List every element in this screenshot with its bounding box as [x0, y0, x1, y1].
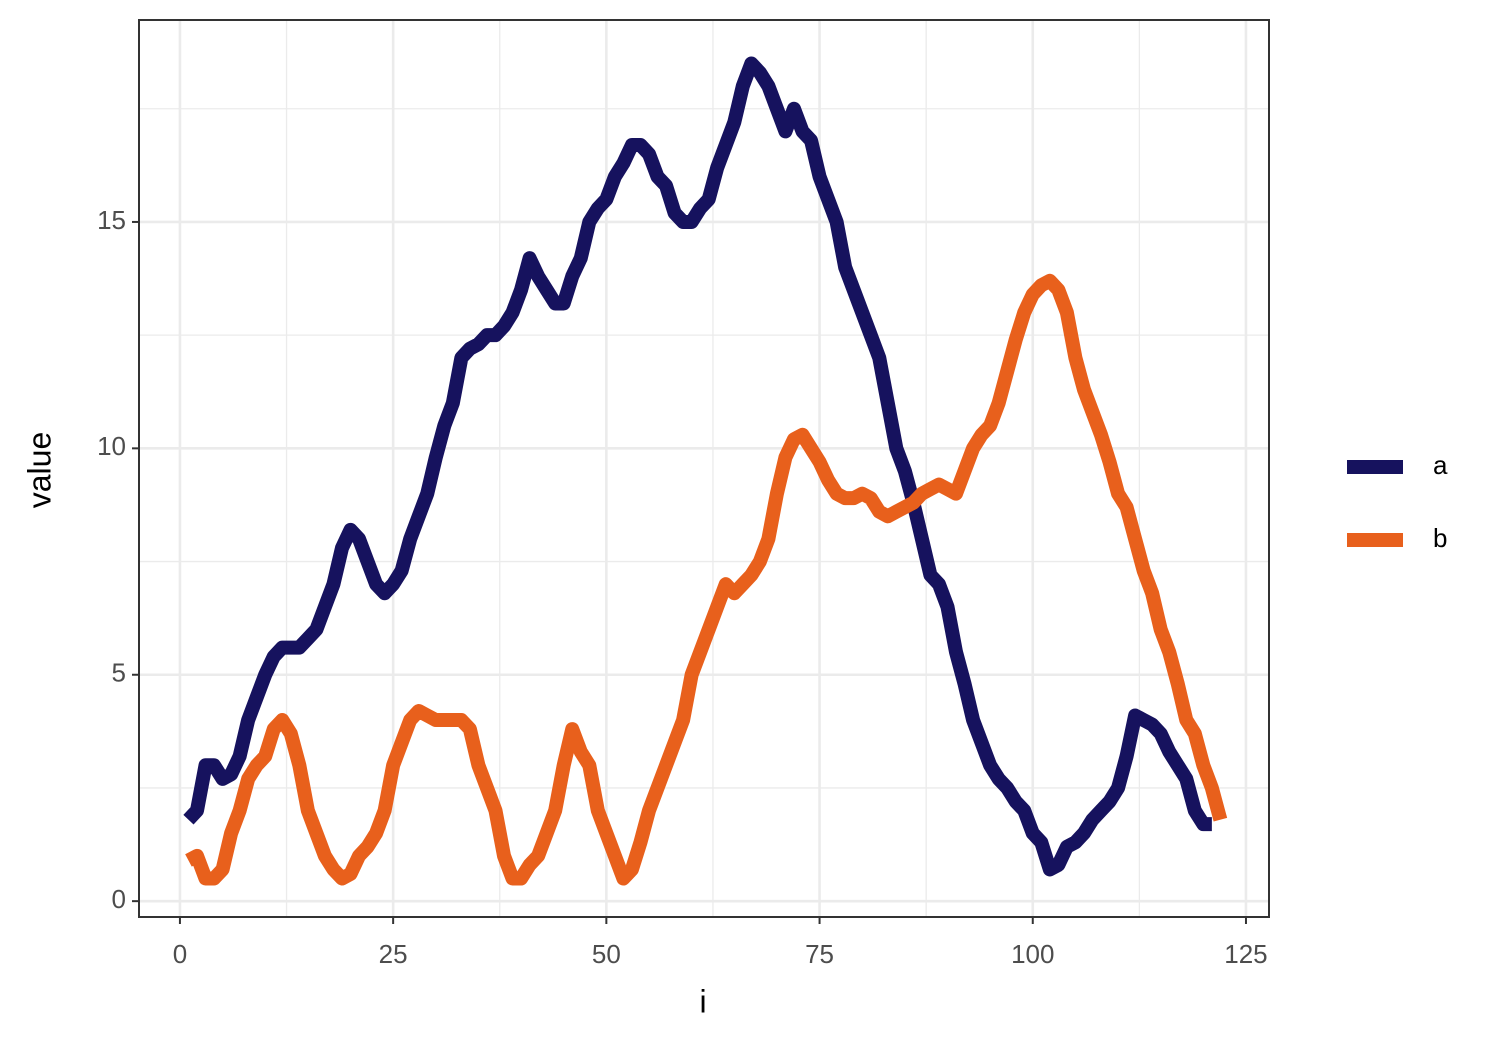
x-tick-label: 50 [592, 939, 621, 969]
line-series [183, 56, 1212, 877]
panel-border [138, 19, 1270, 918]
y-tick-label: 5 [112, 658, 126, 688]
y-tick-label: 15 [97, 205, 126, 235]
plot-background [139, 20, 1269, 917]
x-tick-label: 25 [379, 939, 408, 969]
y-axis-title: value [21, 432, 57, 509]
y-tick-label: 10 [97, 431, 126, 461]
legend-label: a [1433, 450, 1448, 480]
line-series [185, 273, 1228, 886]
legend-label: b [1433, 523, 1447, 553]
y-tick-label: 0 [112, 884, 126, 914]
x-tick-label: 125 [1224, 939, 1267, 969]
x-axis-title: i [699, 983, 706, 1019]
x-tick-label: 75 [805, 939, 834, 969]
x-tick-label: 0 [173, 939, 187, 969]
x-tick-label: 100 [1011, 939, 1054, 969]
